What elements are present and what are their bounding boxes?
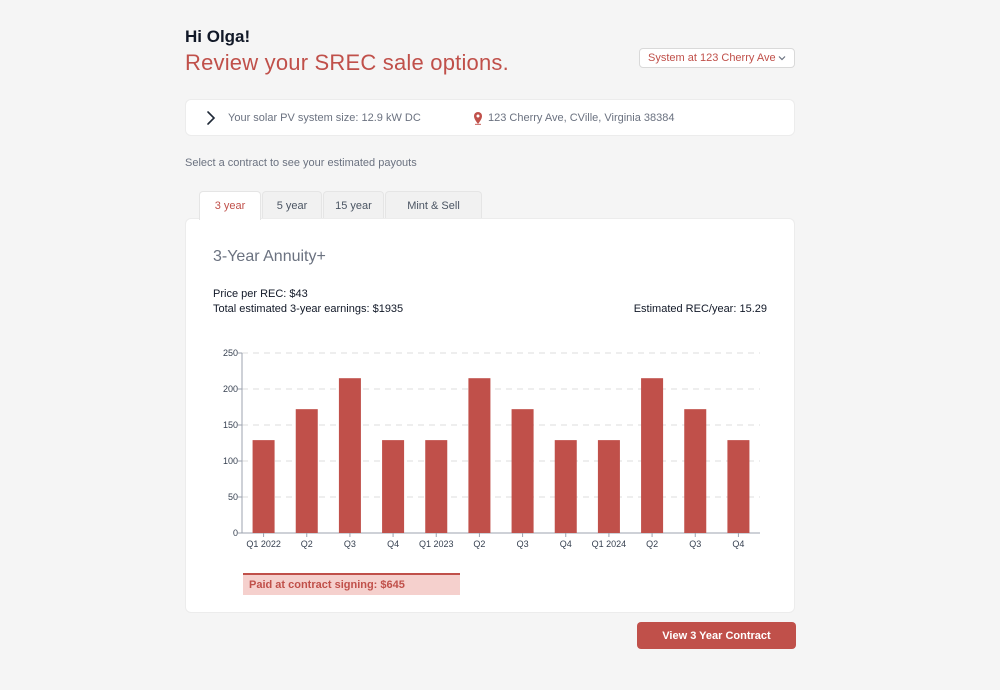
- system-size-text: Your solar PV system size: 12.9 kW DC: [228, 112, 421, 124]
- page-headline: Review your SREC sale options.: [185, 50, 509, 75]
- y-tick-label: 250: [223, 348, 238, 358]
- bar: [511, 409, 534, 533]
- system-info-bar: Your solar PV system size: 12.9 kW DC 12…: [185, 99, 795, 136]
- x-tick-label: Q1 2024: [592, 539, 627, 549]
- bar: [382, 440, 405, 533]
- contract-prompt: Select a contract to see your estimated …: [185, 157, 417, 169]
- tab-15-year[interactable]: 15 year: [323, 191, 384, 219]
- x-tick-label: Q4: [387, 539, 399, 549]
- price-per-rec: Price per REC: $43: [213, 288, 308, 300]
- contract-card: 3-Year Annuity+ Price per REC: $43 Total…: [185, 218, 795, 613]
- rec-per-year: Estimated REC/year: 15.29: [633, 303, 767, 315]
- address-text: 123 Cherry Ave, CVille, Virginia 38384: [488, 112, 675, 124]
- total-earnings: Total estimated 3-year earnings: $1935: [213, 303, 404, 315]
- bar: [425, 440, 448, 533]
- view-contract-button[interactable]: View 3 Year Contract: [637, 622, 796, 649]
- tab-5-year[interactable]: 5 year: [262, 191, 322, 219]
- y-tick-label: 100: [223, 456, 238, 466]
- x-tick-label: Q2: [473, 539, 485, 549]
- y-tick-label: 150: [223, 420, 238, 430]
- greeting: Hi Olga!: [185, 27, 251, 46]
- bar: [295, 409, 318, 533]
- x-tick-label: Q1 2023: [419, 539, 454, 549]
- x-tick-label: Q2: [301, 539, 313, 549]
- bar: [684, 409, 707, 533]
- bar: [252, 440, 275, 533]
- payout-bar-chart: 0 50 100 150 200 250 Q1 2022 Q2 Q3 Q4 Q1 2023 Q2 Q3 Q…: [223, 348, 760, 549]
- bar: [554, 440, 577, 533]
- system-select[interactable]: System at 123 Cherry Ave..: [639, 48, 795, 68]
- x-tick-label: Q3: [517, 539, 529, 549]
- y-tick-label: 200: [223, 384, 238, 394]
- x-tick-label: Q4: [560, 539, 572, 549]
- system-select-value: System at 123 Cherry Ave..: [648, 52, 776, 64]
- x-tick-label: Q3: [344, 539, 356, 549]
- contract-title: 3-Year Annuity+: [213, 248, 326, 265]
- tab-3-year[interactable]: 3 year: [199, 191, 261, 220]
- y-tick-label: 50: [228, 492, 238, 502]
- x-tick-label: Q2: [646, 539, 658, 549]
- bar: [727, 440, 750, 533]
- chevron-right-icon[interactable]: [204, 110, 218, 126]
- map-pin-icon: [473, 111, 483, 125]
- bar: [641, 378, 664, 533]
- bar: [597, 440, 620, 533]
- tab-mint-sell[interactable]: Mint & Sell: [385, 191, 482, 219]
- y-tick-label: 0: [233, 528, 238, 538]
- x-tick-label: Q1 2022: [246, 539, 281, 549]
- x-tick-label: Q4: [732, 539, 744, 549]
- chevron-down-icon: [778, 53, 786, 63]
- x-tick-label: Q3: [689, 539, 701, 549]
- signing-payment-banner: Paid at contract signing: $645: [243, 573, 460, 595]
- bar: [338, 378, 361, 533]
- bar: [468, 378, 491, 533]
